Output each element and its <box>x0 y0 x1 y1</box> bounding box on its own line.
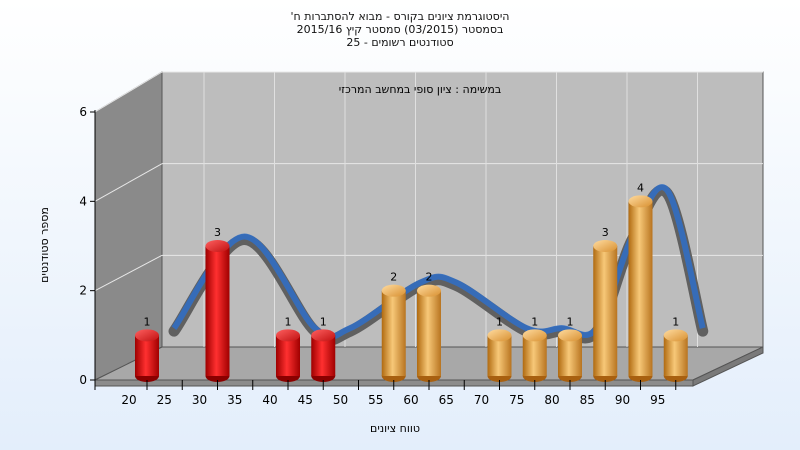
x-tick-label: 60 <box>403 393 418 407</box>
x-tick-label: 90 <box>615 393 630 407</box>
x-tick-label: 55 <box>368 393 383 407</box>
data-label-40: 1 <box>285 315 292 328</box>
data-label-85: 3 <box>602 226 609 239</box>
y-tick-label: 0 <box>79 373 87 387</box>
data-label-60: 2 <box>426 271 433 284</box>
bar-20: 1 <box>135 315 159 382</box>
title-line-3: סטודנטים רשומים - 25 <box>346 36 454 49</box>
data-label-20: 1 <box>144 315 151 328</box>
bar-95: 1 <box>663 315 688 382</box>
x-tick-label: 25 <box>157 393 172 407</box>
y-tick-label: 2 <box>79 284 87 298</box>
gridline-side <box>94 163 163 202</box>
title-line-2: בסמסטר (03/2015) סמסטר קיץ 2015/16 <box>296 23 504 36</box>
x-tick-label: 40 <box>262 393 277 407</box>
x-axis: 20 25 30 35 40 45 50 55 60 65 70 75 80 85 90 95 <box>94 380 677 407</box>
bar-85: 3 <box>593 226 618 382</box>
x-tick-label: 80 <box>544 393 559 407</box>
floor-right-edge <box>692 346 764 387</box>
bar-90: 4 <box>628 181 653 382</box>
bar-45: 1 <box>311 315 336 382</box>
bar-80: 1 <box>558 315 582 382</box>
bars: 1 3 1 1 2 2 1 1 1 3 4 1 <box>135 181 688 382</box>
y-axis-title: מספר סטודנטים <box>38 207 51 283</box>
bar-75: 1 <box>522 315 547 382</box>
x-tick-label: 95 <box>650 393 665 407</box>
data-label-95: 1 <box>672 315 679 328</box>
chart-annotation: במשימה : ציון סופי במחשב המרכזי <box>339 83 502 96</box>
x-tick-label: 65 <box>439 393 454 407</box>
y-tick-label: 4 <box>79 194 87 208</box>
x-tick-label: 20 <box>121 393 136 407</box>
gridline-side <box>94 71 163 113</box>
x-tick-label: 45 <box>298 393 313 407</box>
bar-60: 2 <box>417 271 441 382</box>
data-label-75: 1 <box>531 315 538 328</box>
data-label-90: 4 <box>637 181 644 194</box>
x-tick-label: 75 <box>509 393 524 407</box>
bar-30: 3 <box>205 226 230 382</box>
bar-40: 1 <box>276 315 300 382</box>
x-axis-title: טווח ציונים <box>370 422 420 435</box>
data-label-45: 1 <box>320 315 327 328</box>
chart-title: היסטוגרמת ציונים בקורס - מבוא להסתברות ח… <box>0 10 800 49</box>
x-tick-label: 35 <box>227 393 242 407</box>
x-tick-label: 30 <box>192 393 207 407</box>
y-tick-label: 6 <box>79 105 87 119</box>
title-line-1: היסטוגרמת ציונים בקורס - מבוא להסתברות ח… <box>290 10 510 23</box>
x-tick-label: 50 <box>333 393 348 407</box>
data-label-30: 3 <box>214 226 221 239</box>
y-axis: 0 2 4 6 <box>79 105 96 387</box>
data-label-70: 1 <box>496 315 503 328</box>
data-label-55: 2 <box>390 271 397 284</box>
bar-55: 2 <box>381 271 406 382</box>
x-tick-label: 85 <box>580 393 595 407</box>
gridline-side <box>94 254 163 292</box>
x-tick-label: 70 <box>474 393 489 407</box>
gridlines <box>94 71 763 347</box>
bar-70: 1 <box>487 315 512 382</box>
data-label-80: 1 <box>567 315 574 328</box>
